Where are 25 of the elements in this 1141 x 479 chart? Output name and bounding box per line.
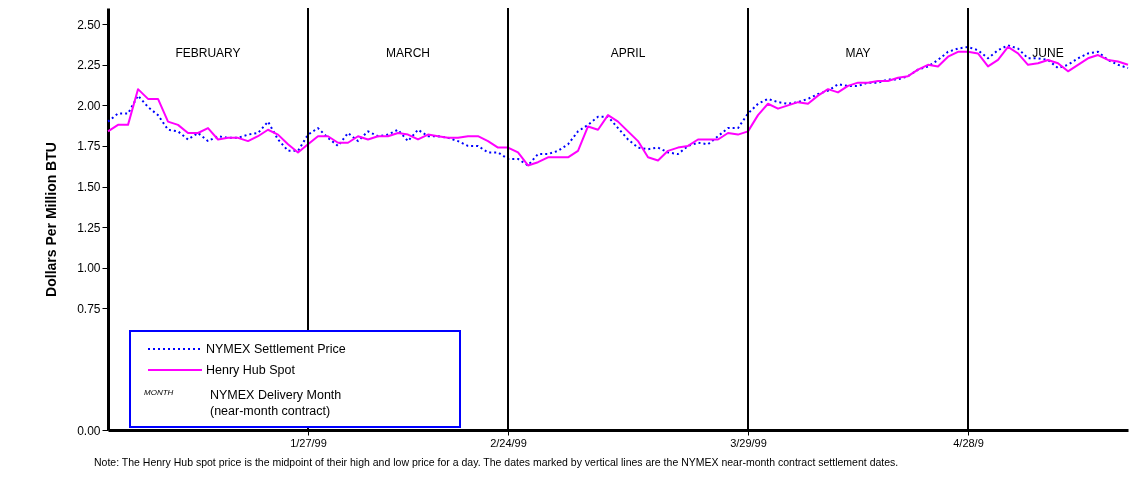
x-tick-label: 3/29/99 (730, 436, 767, 449)
x-tick-label: 4/28/9 (953, 436, 984, 449)
y-tick-label: 1.00 (77, 261, 101, 276)
annotation: JUNE (1032, 46, 1064, 60)
x-tick-label: 2/24/99 (490, 436, 527, 449)
y-tick-label: 2.00 (77, 98, 101, 113)
y-tick-label: 0.00 (77, 423, 101, 438)
annotation: APRIL (610, 46, 646, 60)
legend-label: Henry Hub Spot (206, 363, 296, 377)
y-tick-label: 2.25 (77, 58, 101, 73)
annotation: (near-month contract) (210, 404, 331, 418)
y-axis-title: Dollars Per Million BTU (43, 142, 60, 297)
y-tick-label: 0.75 (77, 301, 101, 316)
annotation: MARCH (386, 46, 430, 60)
y-tick-label: 1.25 (77, 220, 101, 235)
annotation: FEBRUARY (175, 46, 241, 60)
text: Note: The Henry Hub spot price is the midpoint of their high and low price for a day. The dates marked by vertical lines are the NYMEX near-month contract settlement dates. (94, 456, 899, 468)
y-tick-label: 2.50 (77, 17, 101, 32)
legend-label: NYMEX Settlement Price (206, 342, 346, 356)
annotation: MONTH (144, 388, 174, 397)
y-tick-label: 1.50 (77, 180, 101, 195)
annotation: MAY (845, 46, 871, 60)
x-tick-label: 1/27/99 (290, 436, 327, 449)
y-tick-label: 1.75 (77, 139, 101, 154)
annotation: NYMEX Delivery Month (210, 388, 342, 402)
